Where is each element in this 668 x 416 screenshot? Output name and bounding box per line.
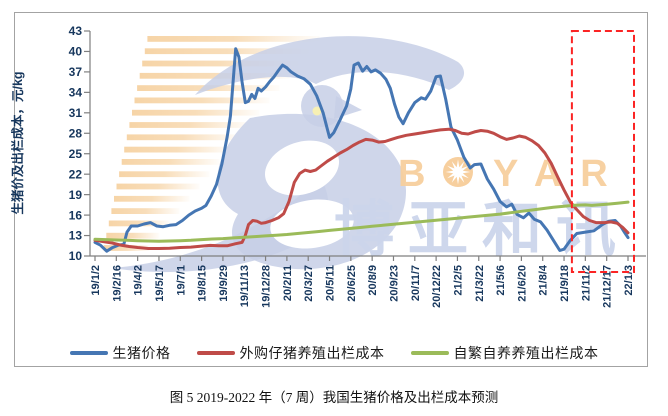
svg-text:20/12/22: 20/12/22: [431, 265, 443, 308]
svg-text:19/1/2: 19/1/2: [90, 265, 102, 296]
svg-text:34: 34: [69, 86, 83, 100]
svg-text:13: 13: [69, 229, 83, 243]
svg-text:19/5/17: 19/5/17: [154, 265, 166, 302]
svg-text:21/11/2: 21/11/2: [580, 265, 592, 301]
legend-label-self-raised-cost: 自繁自养养殖出栏成本: [453, 345, 599, 361]
axes: 43 40 37 34 31 28 25 22 19 16 13 10 19/1/2 19/2/16 19/…: [69, 24, 646, 308]
svg-text:31: 31: [69, 106, 83, 120]
legend: 生猪价格 外购仔猪养殖出栏成本 自繁自养养殖出栏成本: [20, 343, 648, 363]
svg-text:20/5/11: 20/5/11: [325, 265, 337, 301]
svg-text:21/8/4: 21/8/4: [538, 264, 550, 295]
chart-frame: [14, 12, 648, 367]
svg-text:22: 22: [69, 167, 83, 181]
svg-text:43: 43: [69, 24, 83, 38]
svg-text:20/11/7: 20/11/7: [410, 265, 422, 301]
boyar-bird-watermark: [103, 36, 465, 273]
series-line-2: [93, 200, 630, 243]
watermark-boyar-text: BOYAR: [398, 153, 627, 195]
svg-text:19/7/1: 19/7/1: [175, 265, 187, 296]
series-line-0: [93, 47, 630, 253]
svg-text:20/6/25: 20/6/25: [346, 265, 358, 302]
data-series: [93, 47, 630, 253]
svg-text:10: 10: [69, 249, 83, 263]
legend-item-self-raised-cost: 自繁自养养殖出栏成本: [410, 343, 599, 363]
series-line-1: [93, 127, 630, 250]
legend-item-purchased-piglet-cost: 外购仔猪养殖出栏成本: [196, 343, 385, 363]
pig-price-line-swatch: [69, 351, 108, 355]
svg-text:19/11/13: 19/11/13: [239, 265, 251, 307]
svg-text:19/2/16: 19/2/16: [111, 265, 123, 302]
svg-text:28: 28: [69, 126, 83, 140]
figure-caption: 图 5 2019-2022 年（7 周）我国生猪价格及出栏成本预测: [169, 390, 499, 405]
svg-text:40: 40: [69, 45, 83, 59]
svg-text:19/4/2: 19/4/2: [133, 265, 145, 296]
svg-text:21/12/17: 21/12/17: [602, 265, 614, 308]
svg-text:37: 37: [69, 65, 83, 79]
svg-text:21/3/22: 21/3/22: [474, 265, 486, 302]
svg-text:21/5/6: 21/5/6: [495, 265, 507, 296]
svg-text:19/12/28: 19/12/28: [261, 265, 273, 308]
svg-text:19: 19: [69, 188, 83, 202]
legend-item-pig-price: 生猪价格: [69, 343, 171, 363]
svg-text:16: 16: [69, 208, 83, 222]
svg-text:20/8/9: 20/8/9: [367, 265, 379, 296]
boyar-sun-icon: [443, 157, 473, 187]
svg-text:21/9/18: 21/9/18: [559, 265, 571, 302]
svg-text:19/8/15: 19/8/15: [197, 265, 209, 302]
svg-text:20/3/27: 20/3/27: [303, 265, 315, 302]
forecast-highlight-box: [570, 30, 636, 273]
legend-label-purchased-piglet-cost: 外购仔猪养殖出栏成本: [239, 345, 385, 361]
svg-text:21/2/5: 21/2/5: [452, 265, 464, 296]
svg-text:21/6/20: 21/6/20: [516, 265, 528, 302]
svg-text:20/9/23: 20/9/23: [388, 265, 400, 302]
purchased-piglet-cost-line-swatch: [196, 351, 235, 355]
pig-price-cost-chart: BOYAR 博亚和讯 43403734312825221916131019/1/…: [10, 24, 646, 308]
svg-text:25: 25: [69, 147, 83, 161]
y-axis-title: 生猪价及出栏成本，元/kg: [10, 71, 25, 214]
svg-text:20/2/11: 20/2/11: [282, 265, 294, 301]
legend-label-pig-price: 生猪价格: [112, 345, 171, 361]
self-raised-cost-line-swatch: [410, 351, 449, 355]
svg-text:19/9/29: 19/9/29: [218, 265, 230, 302]
